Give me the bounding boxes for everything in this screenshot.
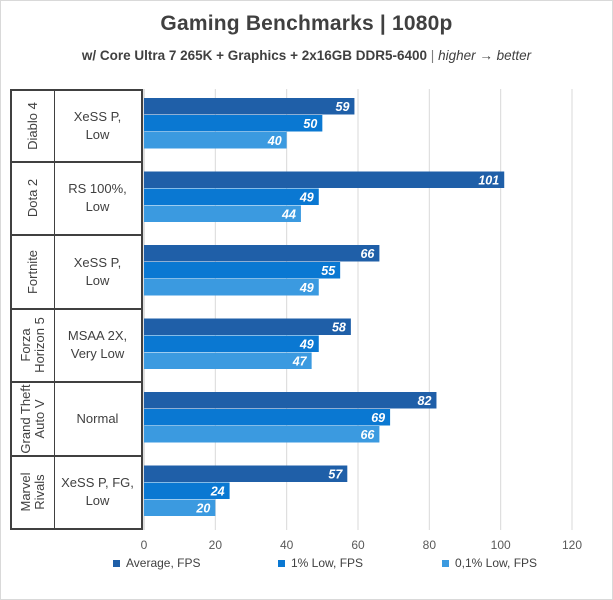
bar-data-label: 82 (418, 394, 432, 408)
bar (144, 335, 319, 352)
legend-swatch (113, 559, 120, 567)
bar (144, 115, 323, 132)
bar-data-label: 40 (267, 134, 282, 148)
bar-data-label: 101 (478, 173, 499, 187)
bar-data-label: 49 (299, 190, 314, 204)
legend-label: Average, FPS (126, 556, 201, 570)
game-label-cell: Diablo 4 (12, 91, 55, 161)
bar-data-label: 59 (336, 100, 350, 114)
bar (144, 205, 301, 222)
bar (144, 245, 380, 262)
category-label-box: Grand Theft Auto V Normal (10, 383, 143, 457)
x-tick-label: 80 (423, 538, 437, 552)
x-tick-label: 20 (209, 538, 223, 552)
bar (144, 482, 230, 499)
bar (144, 426, 380, 443)
game-label-cell: Forza Horizon 5 (12, 309, 55, 381)
bar-data-label: 20 (195, 501, 210, 515)
bar (144, 188, 319, 205)
bar (144, 262, 341, 279)
legend-swatch (278, 559, 285, 567)
legend-label: 0,1% Low, FPS (455, 556, 538, 570)
x-tick-label: 0 (141, 538, 148, 552)
bar-data-label: 57 (328, 467, 343, 481)
bar-data-label: 69 (371, 411, 385, 425)
legend-item: 0,1% Low, FPS (442, 556, 537, 570)
setting-label: XeSS P, FG, Low (61, 475, 134, 509)
setting-label: MSAA 2X, Very Low (67, 328, 128, 362)
x-tick-label: 120 (562, 538, 582, 552)
game-label-cell: Grand Theft Auto V (12, 383, 55, 455)
subtitle-separator: | (430, 48, 435, 63)
legend-label: 1% Low, FPS (291, 556, 364, 570)
bar-data-label: 58 (332, 320, 346, 334)
setting-label: RS 100%, Low (68, 181, 127, 215)
setting-label: Normal (76, 410, 119, 426)
bar (144, 409, 391, 426)
category-label-box: Forza Horizon 5 MSAA 2X, Very Low (10, 309, 143, 383)
chart-subtitle: w/ Core Ultra 7 265K + Graphics + 2x16GB… (60, 46, 553, 66)
bar (144, 98, 355, 115)
bar-data-label: 55 (321, 264, 336, 278)
subtitle-config: w/ Core Ultra 7 265K + Graphics + 2x16GB… (81, 48, 428, 63)
category-label-box: Fortnite XeSS P, Low (10, 236, 143, 310)
bar (144, 499, 216, 516)
x-tick-label: 60 (351, 538, 365, 552)
bar-data-label: 50 (303, 117, 317, 131)
bar (144, 392, 437, 409)
x-tick-label: 100 (491, 538, 511, 552)
bar-data-label: 47 (292, 354, 308, 368)
legend-item: 1% Low, FPS (278, 556, 363, 570)
game-label-cell: Dota 2 (12, 162, 55, 234)
bar (144, 352, 312, 369)
category-label-box: Dota 2 RS 100%, Low (10, 162, 143, 236)
category-label-box: Marvel Rivals XeSS P, FG, Low (10, 456, 143, 530)
game-label-cell: Fortnite (12, 236, 55, 308)
bar (144, 465, 348, 482)
setting-label: XeSS P, Low (73, 254, 122, 288)
x-tick-label: 40 (280, 538, 294, 552)
bar-data-label: 49 (299, 281, 314, 295)
subtitle-direction: higher → better (438, 48, 532, 63)
setting-label: XeSS P, Low (73, 108, 122, 142)
bar-data-label: 44 (281, 207, 296, 221)
bar (144, 171, 505, 188)
bar-data-label: 49 (299, 337, 314, 351)
game-label-cell: Marvel Rivals (12, 456, 55, 528)
chart-legend: Average, FPS 1% Low, FPS 0,1% Low, FPS (0, 556, 613, 576)
category-label-box: Diablo 4 XeSS P, Low (10, 89, 143, 163)
bar (144, 132, 287, 149)
bar (144, 318, 351, 335)
bar-data-label: 66 (360, 428, 375, 442)
bar-data-label: 24 (210, 484, 225, 498)
chart-title: Gaming Benchmarks | 1080p (160, 12, 453, 35)
legend-item: Average, FPS (113, 556, 200, 570)
bar-data-label: 66 (360, 247, 375, 261)
bar (144, 279, 319, 296)
legend-swatch (442, 559, 449, 567)
